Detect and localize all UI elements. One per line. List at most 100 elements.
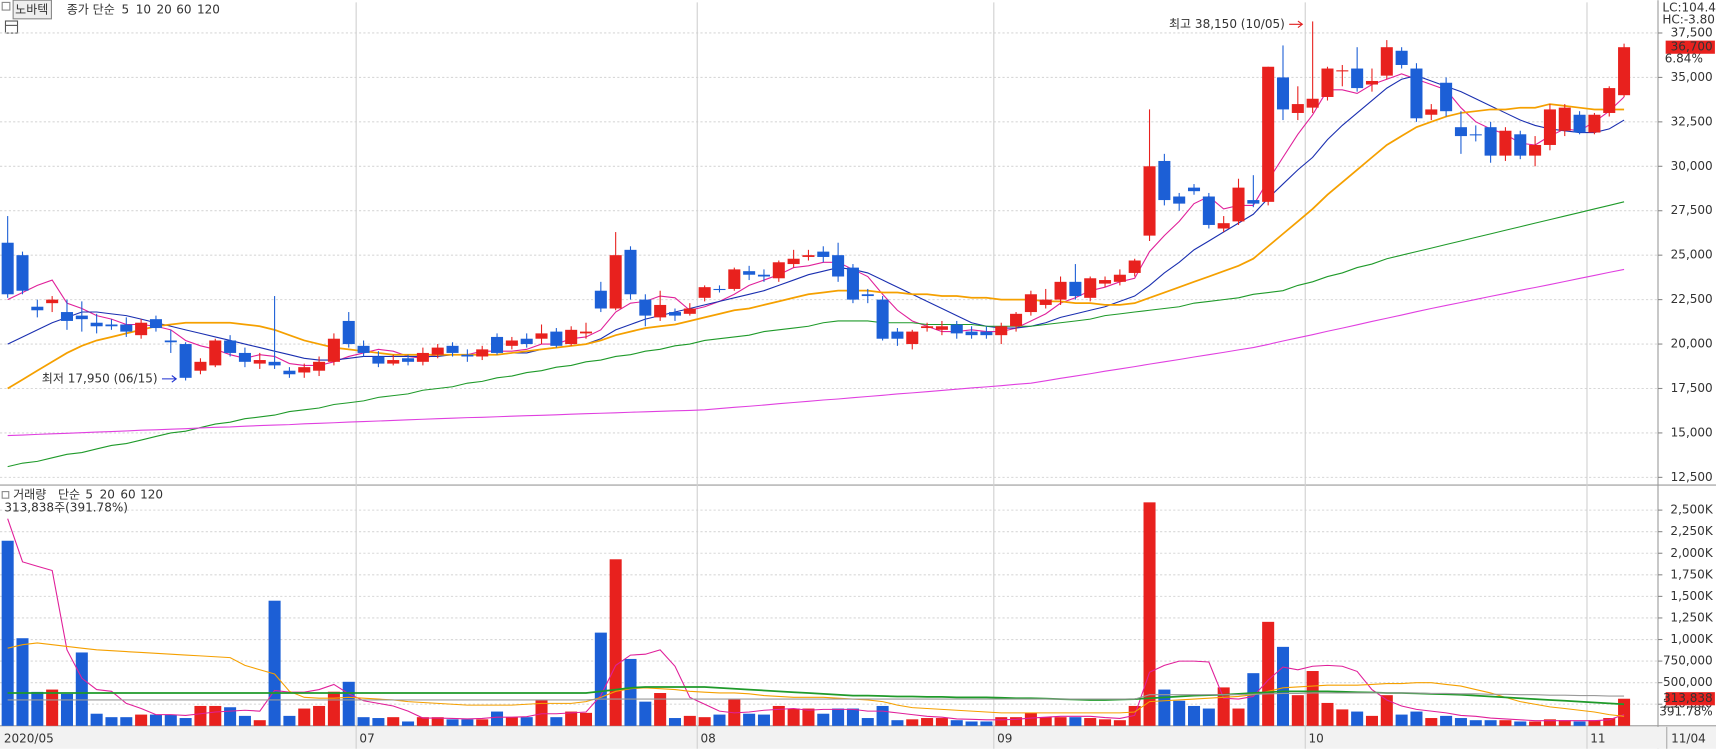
y-tick-label: 30,000 [1671,159,1713,173]
volume-bar [624,658,637,726]
volume-bar [1440,715,1453,726]
candle-body [1588,114,1601,133]
candle-body [1143,166,1156,236]
volume-bar [787,708,800,726]
volume-bar [950,720,963,726]
candle-body [1543,109,1556,145]
volume-bar [579,712,593,726]
volume-bar [1618,698,1631,726]
candle-body [1084,278,1097,298]
high-note: 최고 38,150 (10/05) [1169,17,1285,31]
volume-bar [268,600,281,726]
candle-body [179,344,192,378]
volume-bar [164,714,177,726]
candle-body [16,255,29,291]
y-tick-label: 20,000 [1671,337,1713,351]
volume-bar [149,714,162,726]
volume-bar [639,701,652,726]
name-button-box[interactable] [12,0,52,20]
candle-body [1113,274,1126,282]
candle-body [1454,127,1467,137]
volume-bar [609,559,622,726]
volume-bar [520,717,533,726]
candle-body [1173,196,1186,204]
volume-bar [935,718,948,726]
volume-bar [861,718,874,726]
volume-bar [476,719,489,726]
candle-body [565,329,578,345]
candle-body [906,331,919,345]
candle-body [891,331,904,339]
legend-label: 거래량 [13,487,46,501]
name-button[interactable]: 노바텍 [15,3,48,17]
ma-line [7,73,1625,366]
y-tick-label: 25,000 [1671,248,1713,262]
volume-bar [876,705,889,726]
candle-body [609,255,622,309]
candle-body [861,294,874,297]
candle-body [105,324,118,327]
candle-body [965,331,978,336]
volume-bar [1262,621,1275,726]
candle-body [1558,107,1571,131]
x-tick-label: 09 [997,731,1012,745]
candle-body [1410,68,1423,119]
volume-bar [1143,502,1156,726]
candle-body [832,255,845,277]
candle-body [446,345,459,353]
candle-body [402,358,415,362]
last-volume-box [1665,692,1715,706]
volume-bar [668,718,682,726]
candle-body [1202,196,1215,225]
candle-body [416,352,429,362]
volume-bar [90,713,103,726]
candle-body [120,324,133,332]
candle-body [802,255,815,257]
volume-bar [550,717,563,726]
volume-bar [817,713,830,726]
legend-label: 단순 [58,487,80,501]
candle-body [980,331,993,336]
candle-body [461,354,474,357]
tool-icon[interactable] [4,20,19,34]
y-tick-label: 32,500 [1671,114,1713,128]
volume-bar [120,717,133,726]
y-tick-label: 1,750K [1670,567,1713,581]
y-tick-label: 37,500 [1671,25,1713,39]
candle-body [1039,299,1052,305]
candle-body [491,336,504,353]
volume-bar [1514,721,1527,726]
candle-body [683,308,696,314]
candle-body [995,326,1008,336]
volume-bar [995,717,1008,726]
candle-body [1499,130,1512,156]
legend-label: 120 [140,487,163,501]
volume-bar [1365,715,1378,726]
y-tick-label: 2,000K [1670,546,1713,560]
legend-label: 5 [85,487,93,501]
candle-body [817,251,830,257]
volume-bar [505,717,518,726]
volume-bar [1351,711,1364,726]
legend-label: 60 [120,487,135,501]
volume-bar [491,711,504,726]
low-note: 최저 17,950 (06/15) [42,371,158,385]
candle-body [654,304,667,318]
volume-bar [802,708,815,726]
volume-bar [1173,700,1186,726]
candle-body [1321,68,1334,97]
volume-bar [1232,708,1245,726]
volume-bar [1529,721,1542,726]
volume-bar [1484,720,1497,726]
volume-bar [402,721,415,726]
volume-bar [313,705,326,726]
volume-bar [1039,717,1052,726]
volume-bar [46,689,59,726]
candle-body [1484,127,1497,156]
candle-body [950,324,963,334]
volume-legend-icon [1,491,10,499]
candle-body [772,262,785,279]
volume-bar [772,705,785,726]
volume-summary: 313,838주(391.78%) [4,501,128,515]
candle-body [579,331,593,334]
